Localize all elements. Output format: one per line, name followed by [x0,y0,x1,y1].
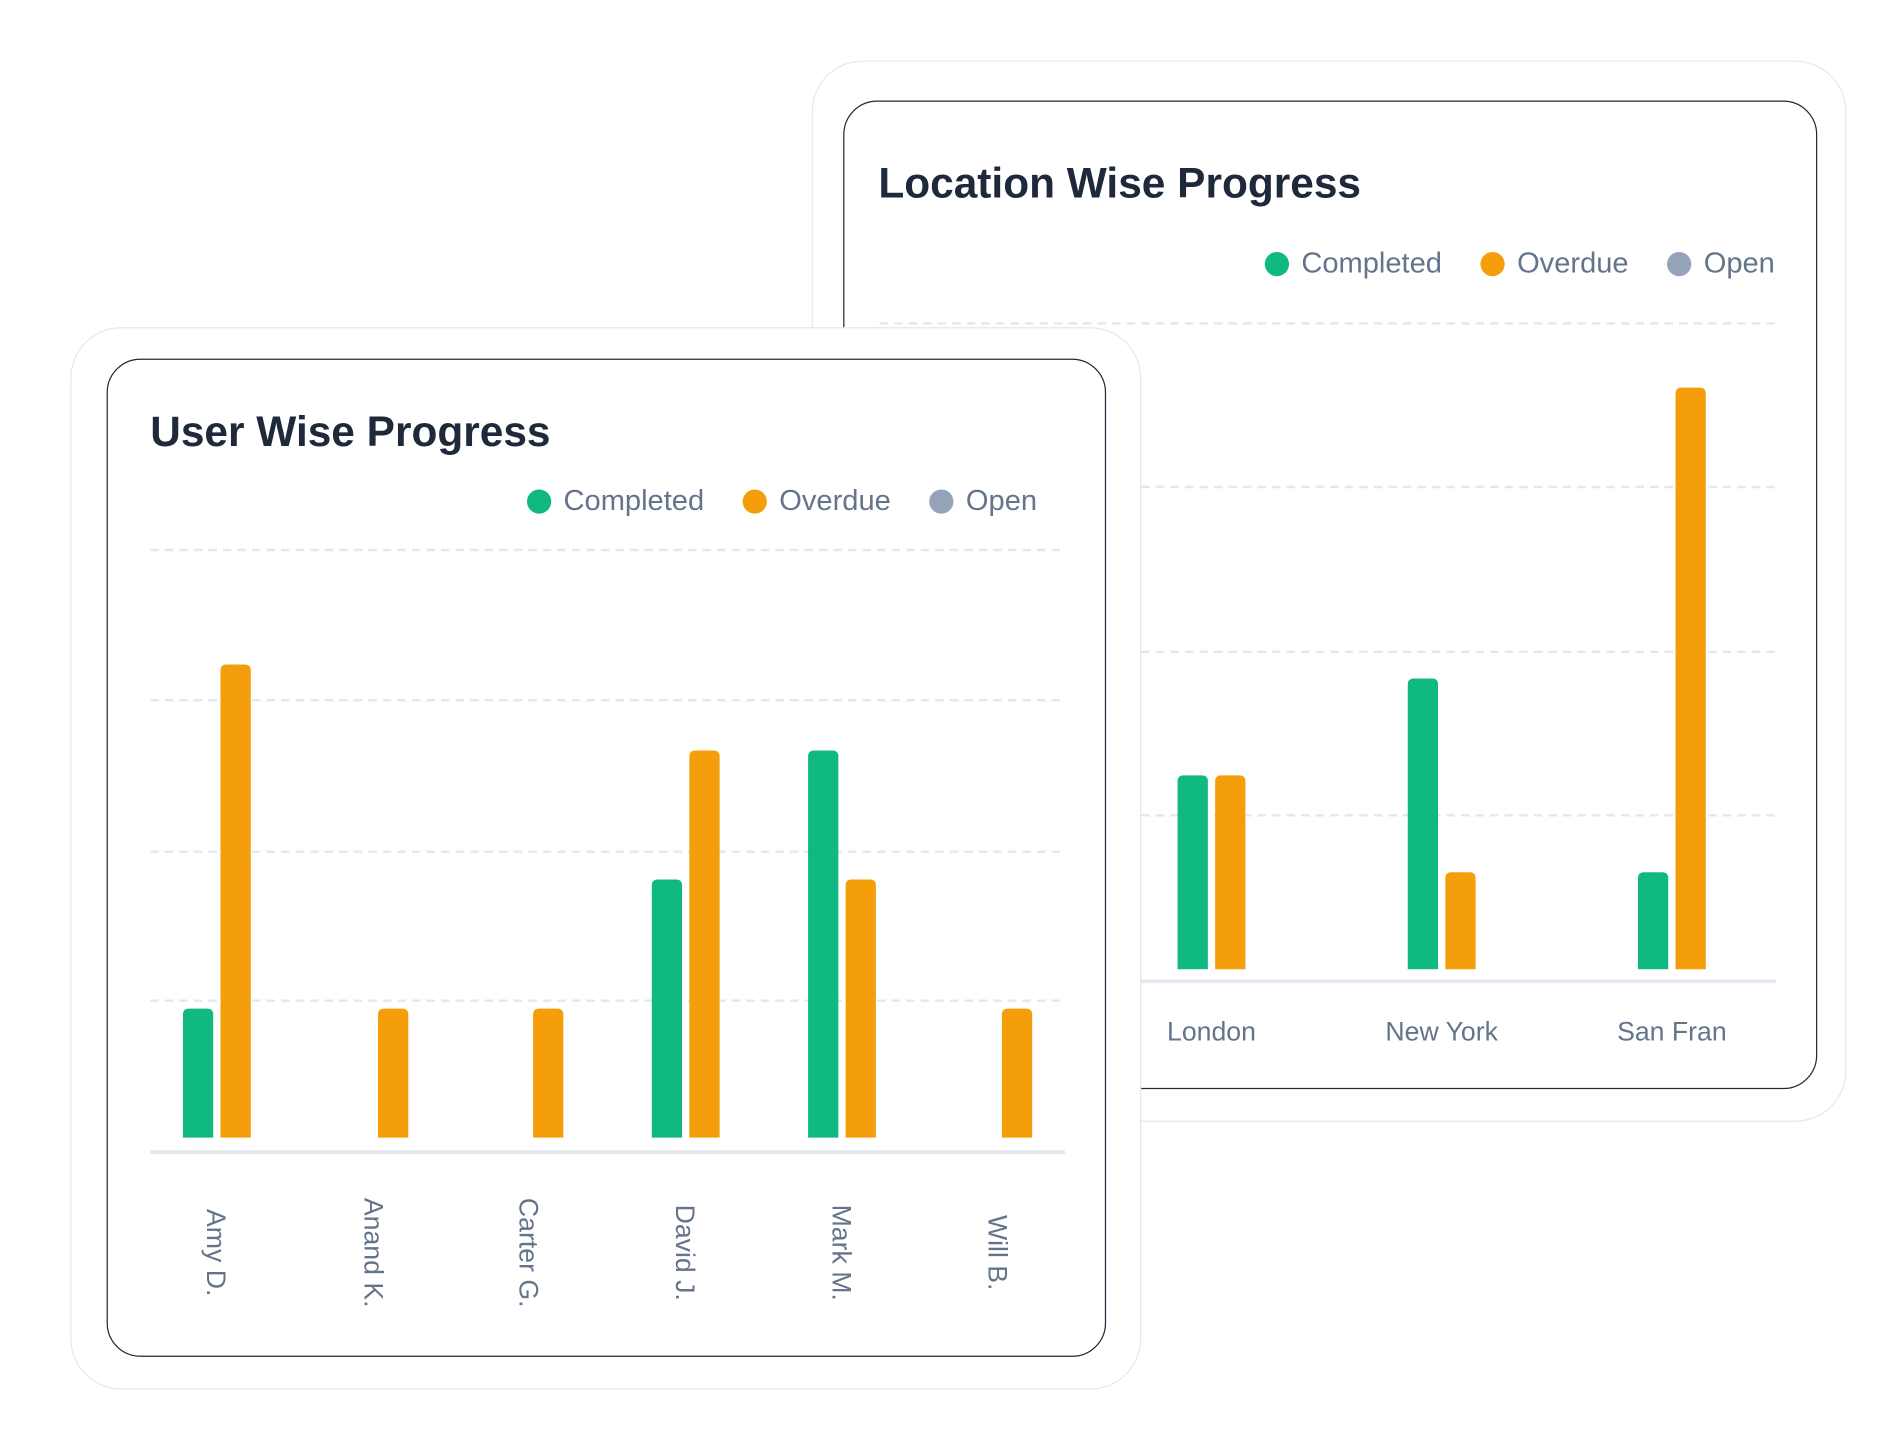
legend-completed[interactable]: Completed [527,485,704,519]
bar-overdue [1001,1008,1033,1138]
open-dot-icon [1667,251,1692,277]
bar-overdue [689,750,720,1138]
bar-completed [1177,775,1208,970]
x-tick-label: Anand K. [359,1198,389,1308]
bar-overdue [845,879,876,1138]
x-tick-label: Carter G. [514,1198,544,1308]
legend: Completed Overdue Open [527,485,1037,519]
legend-completed[interactable]: Completed [1264,247,1442,281]
bar-completed [651,879,683,1138]
bar-completed [1637,872,1669,970]
chart-title: User Wise Progress [150,408,551,456]
open-dot-icon [929,489,954,514]
legend-label: Completed [563,484,705,518]
completed-dot-icon [1264,251,1290,277]
x-tick-label: Will B. [983,1215,1013,1290]
legend: Completed Overdue Open [1264,247,1775,281]
completed-dot-icon [527,489,552,514]
user-wise-progress-card: User Wise Progress Completed Overdue Ope… [106,358,1107,1357]
user-bar-chart: Amy D. Anand K. Carter G. David J. Mark M. Wi… [150,548,1065,1308]
chart-title: Location Wise Progress [878,159,1362,208]
overdue-dot-icon [1480,251,1505,277]
bar-overdue [1445,872,1476,970]
bar-overdue [1675,387,1706,970]
overdue-dot-icon [742,489,768,514]
bar-overdue [1215,775,1246,970]
x-tick-label: San Fran [1617,1017,1727,1047]
legend-label: Overdue [1517,247,1629,280]
x-tick-label: David J. [670,1205,700,1301]
legend-open[interactable]: Open [929,484,1038,519]
legend-overdue[interactable]: Overdue [742,484,891,519]
bar-completed [182,1008,214,1138]
bar-overdue [533,1008,564,1138]
x-tick-label: London [1167,1017,1256,1047]
bar-overdue [377,1008,409,1138]
legend-overdue[interactable]: Overdue [1480,247,1629,281]
bar-completed [808,750,839,1138]
legend-label: Open [965,484,1038,518]
x-tick-label: Mark M. [826,1205,856,1301]
x-tick-label: New York [1385,1017,1498,1047]
x-tick-label: Amy D. [201,1209,231,1296]
legend-label: Open [1703,247,1775,280]
legend-label: Overdue [779,484,891,518]
legend-open[interactable]: Open [1667,247,1775,281]
bar-completed [1407,678,1439,970]
legend-label: Completed [1301,247,1442,280]
bar-overdue [220,664,251,1138]
